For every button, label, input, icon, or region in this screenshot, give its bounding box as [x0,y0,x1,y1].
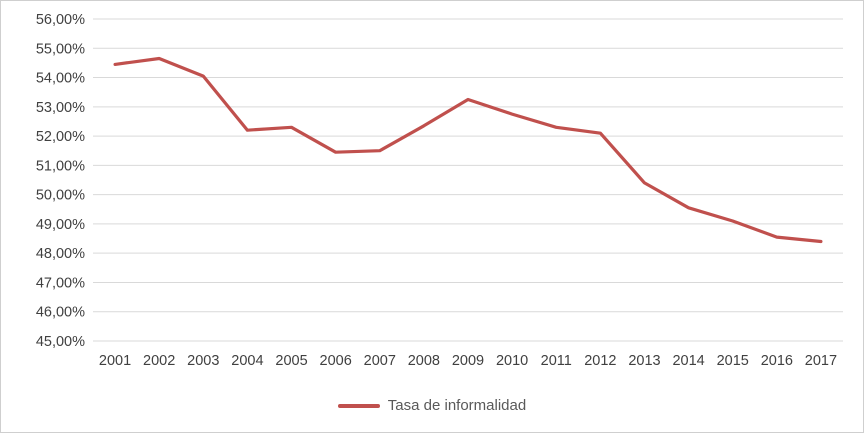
chart-legend: Tasa de informalidad [1,397,863,414]
legend-line-marker [337,403,380,408]
y-axis-tick-label: 53,00% [36,100,85,116]
y-axis-tick-label: 49,00% [36,217,85,233]
x-axis-tick-label: 2013 [628,353,660,369]
x-axis-tick-label: 2017 [805,353,837,369]
x-axis-tick-label: 2010 [496,353,528,369]
x-axis-tick-label: 2009 [452,353,484,369]
y-axis-tick-label: 55,00% [36,41,85,57]
x-axis-tick-label: 2012 [584,353,616,369]
x-axis-tick-label: 2015 [717,353,749,369]
x-axis-tick-label: 2016 [761,353,793,369]
line-chart: 45,00% 46,00% 47,00% 48,00% 49,00% 50,00% 51,0… [36,12,843,369]
x-axis-tick-label: 2008 [408,353,440,369]
y-axis-tick-label: 46,00% [36,305,85,321]
x-axis-tick-label: 2001 [99,353,131,369]
y-axis-tick-label: 50,00% [36,188,85,204]
y-axis-tick-label: 54,00% [36,71,85,87]
y-axis-tick-label: 48,00% [36,246,85,262]
x-axis-tick-label: 2005 [275,353,307,369]
y-axis-tick-label: 47,00% [36,275,85,291]
x-axis-tick-label: 2007 [364,353,396,369]
x-axis-tick-label: 2006 [320,353,352,369]
x-axis-tick-label: 2003 [187,353,219,369]
series-line [113,56,823,244]
y-axis-tick-label: 45,00% [36,334,85,350]
x-axis-tick-label: 2011 [541,353,572,369]
y-axis-tick-label: 56,00% [36,12,85,28]
y-axis-tick-label: 51,00% [36,158,85,174]
x-axis-tick-label: 2002 [143,353,175,369]
x-axis-tick-label: 2004 [231,353,263,369]
legend-label: Tasa de informalidad [387,397,527,414]
y-axis-tick-label: 52,00% [36,129,85,145]
x-axis-tick-label: 2014 [672,353,704,369]
